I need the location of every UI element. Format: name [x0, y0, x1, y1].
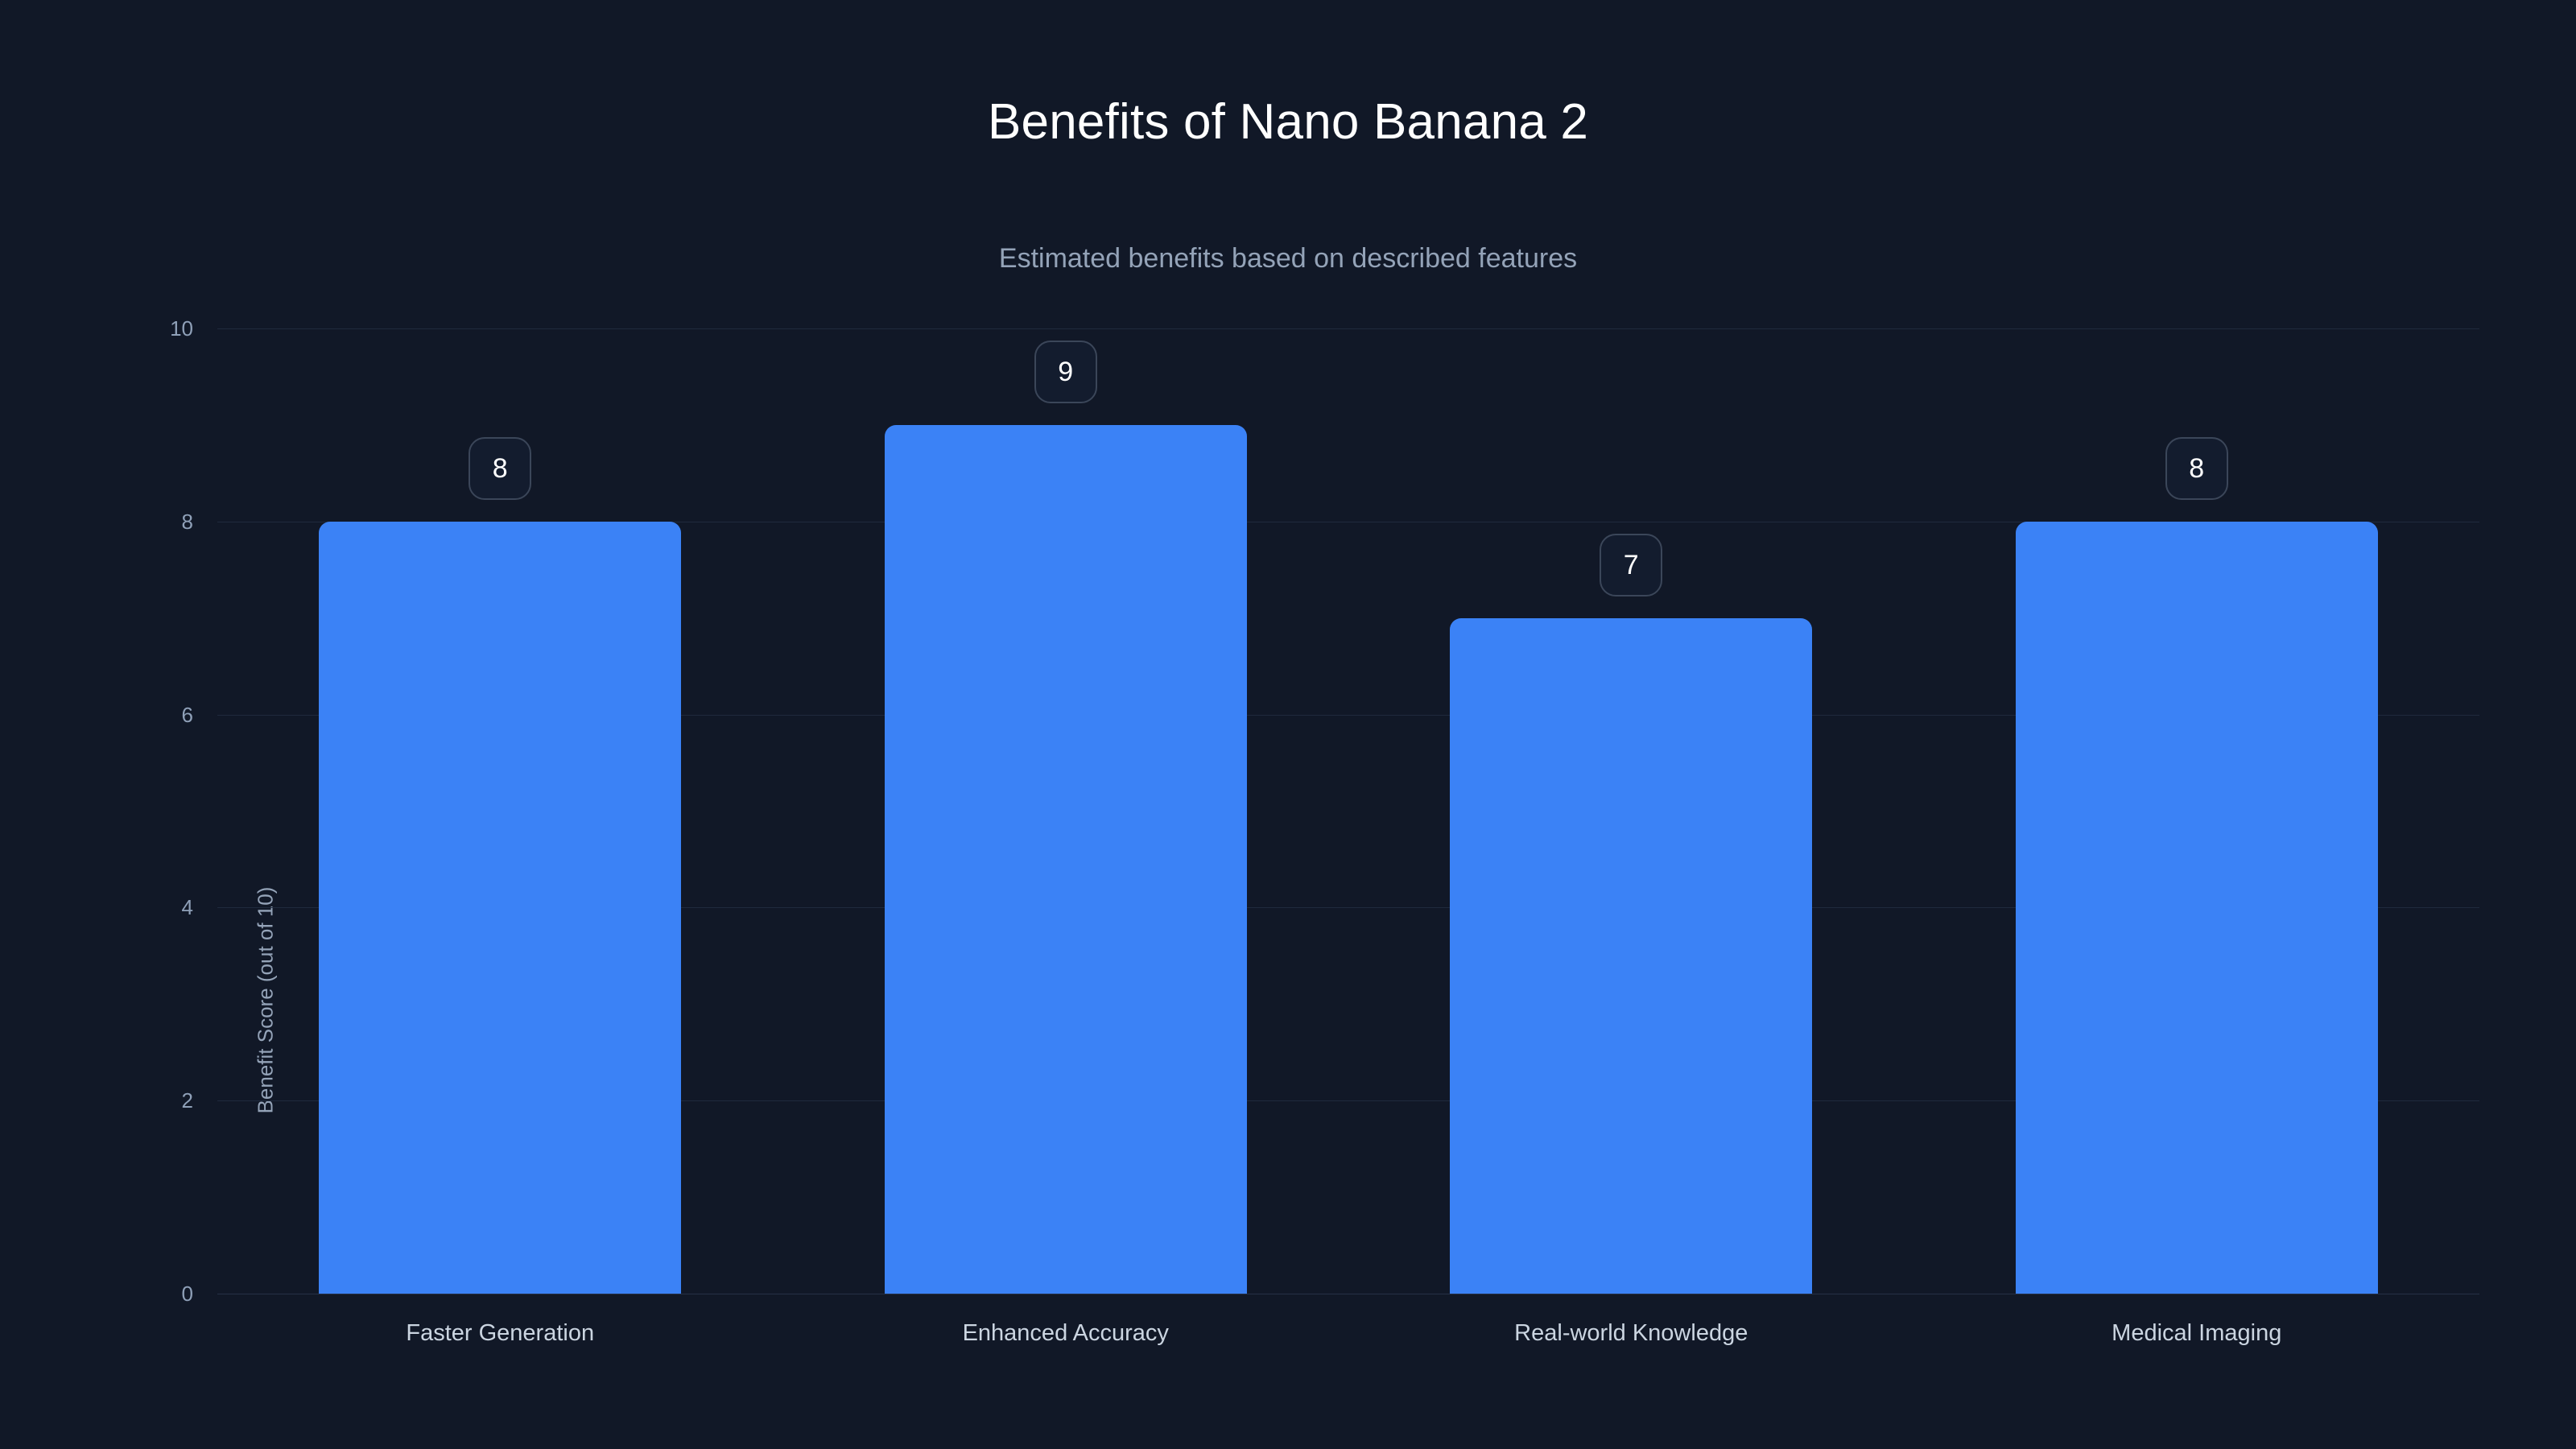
gridline — [217, 714, 2479, 716]
page-title: Benefits of Nano Banana 2 — [987, 94, 1589, 150]
bar[interactable] — [1450, 617, 1813, 1294]
bar-value-badge: 8 — [469, 436, 532, 500]
bar[interactable] — [884, 424, 1247, 1294]
bar-value-badge: 8 — [2165, 436, 2228, 500]
x-tick-label: Real-world Knowledge — [1514, 1320, 1748, 1346]
y-tick-label: 0 — [181, 1282, 193, 1306]
plot-area — [217, 328, 2479, 1294]
bar-value-badge: 7 — [1600, 533, 1663, 597]
y-tick-label: 2 — [181, 1088, 193, 1113]
y-tick-label: 10 — [170, 316, 193, 341]
gridline — [217, 907, 2479, 909]
y-tick-label: 4 — [181, 895, 193, 920]
x-tick-label: Medical Imaging — [2112, 1320, 2282, 1346]
bar[interactable] — [319, 521, 682, 1294]
y-tick-label: 6 — [181, 702, 193, 727]
gridline — [217, 1100, 2479, 1102]
x-tick-label: Enhanced Accuracy — [962, 1320, 1169, 1346]
chart-subtitle: Estimated benefits based on described fe… — [998, 243, 1578, 274]
y-tick-label: 8 — [181, 509, 193, 534]
bar-value-badge: 9 — [1034, 340, 1097, 403]
bar[interactable] — [2015, 521, 2378, 1294]
x-tick-label: Faster Generation — [406, 1320, 595, 1346]
gridline — [217, 328, 2479, 329]
